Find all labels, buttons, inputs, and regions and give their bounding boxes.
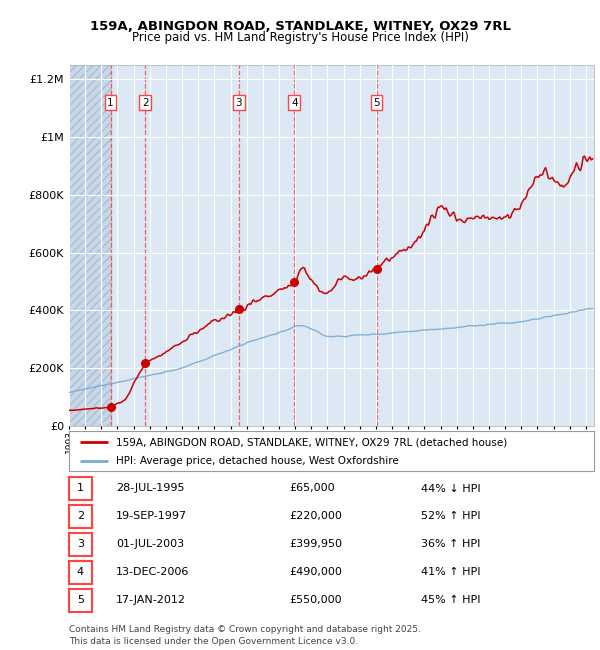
Text: 4: 4 [291,98,298,108]
Text: HPI: Average price, detached house, West Oxfordshire: HPI: Average price, detached house, West… [116,456,399,466]
Text: 45% ↑ HPI: 45% ↑ HPI [421,595,480,605]
Text: 3: 3 [77,540,84,549]
Text: 1: 1 [107,98,114,108]
Text: 2: 2 [77,512,84,521]
Text: 44% ↓ HPI: 44% ↓ HPI [421,484,481,493]
Text: 2: 2 [142,98,149,108]
Text: 01-JUL-2003: 01-JUL-2003 [116,540,184,549]
Text: Price paid vs. HM Land Registry's House Price Index (HPI): Price paid vs. HM Land Registry's House … [131,31,469,44]
Text: 13-DEC-2006: 13-DEC-2006 [116,567,190,577]
Text: 19-SEP-1997: 19-SEP-1997 [116,512,187,521]
Text: 1: 1 [77,484,84,493]
Bar [69,65,110,426]
Text: 17-JAN-2012: 17-JAN-2012 [116,595,186,605]
Text: £550,000: £550,000 [290,595,342,605]
Text: 4: 4 [77,567,84,577]
Text: 41% ↑ HPI: 41% ↑ HPI [421,567,480,577]
Text: £65,000: £65,000 [290,484,335,493]
Text: 5: 5 [373,98,380,108]
Text: 3: 3 [235,98,242,108]
Text: 52% ↑ HPI: 52% ↑ HPI [421,512,480,521]
Text: £399,950: £399,950 [290,540,343,549]
Text: £490,000: £490,000 [290,567,343,577]
Text: 36% ↑ HPI: 36% ↑ HPI [421,540,480,549]
Text: 5: 5 [77,595,84,605]
Text: 28-JUL-1995: 28-JUL-1995 [116,484,185,493]
Bar [69,65,110,426]
Text: £220,000: £220,000 [290,512,343,521]
Text: 159A, ABINGDON ROAD, STANDLAKE, WITNEY, OX29 7RL: 159A, ABINGDON ROAD, STANDLAKE, WITNEY, … [89,20,511,32]
Text: Contains HM Land Registry data © Crown copyright and database right 2025.
This d: Contains HM Land Registry data © Crown c… [69,625,421,646]
Text: 159A, ABINGDON ROAD, STANDLAKE, WITNEY, OX29 7RL (detached house): 159A, ABINGDON ROAD, STANDLAKE, WITNEY, … [116,437,508,447]
